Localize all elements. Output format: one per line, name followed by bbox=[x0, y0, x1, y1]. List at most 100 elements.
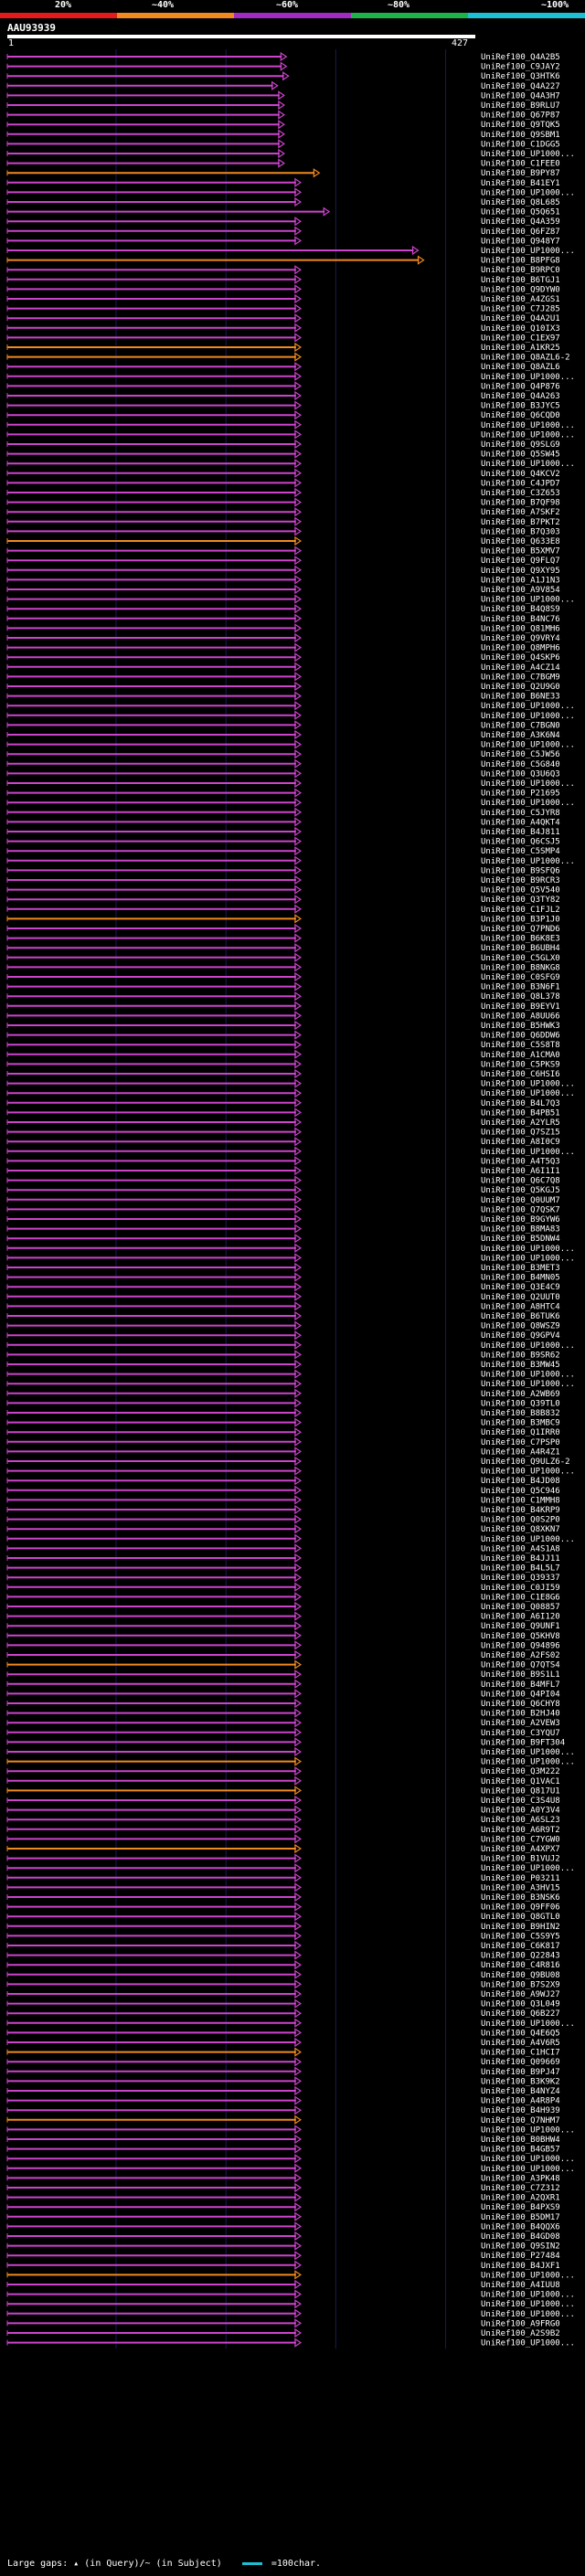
hit-label: UniRef100_Q22843 bbox=[481, 1952, 560, 1961]
hit-arrowhead bbox=[294, 1185, 302, 1195]
hit-label: UniRef100_A6SL23 bbox=[481, 1816, 560, 1825]
hit-label: UniRef100_Q5V540 bbox=[481, 886, 560, 896]
hit-arrowhead bbox=[294, 1030, 302, 1040]
hit-label: UniRef100_UP1000... bbox=[481, 2125, 575, 2135]
hit-label: UniRef100_A9V854 bbox=[481, 586, 560, 595]
hit-label: UniRef100_B7Q303 bbox=[481, 527, 560, 536]
hit-label: UniRef100_A2VEW3 bbox=[481, 1719, 560, 1728]
hit-label: UniRef100_UP1000... bbox=[481, 799, 575, 808]
hit-label: UniRef100_B3P1J0 bbox=[481, 915, 560, 924]
hit-label: UniRef100_C1EX97 bbox=[481, 334, 560, 343]
hit-arrowhead bbox=[294, 2047, 302, 2057]
hit-arrowhead bbox=[294, 2066, 302, 2076]
hit-label: UniRef100_B3MBC9 bbox=[481, 1419, 560, 1428]
hit-label: UniRef100_B8MA83 bbox=[481, 1225, 560, 1235]
hit-label: UniRef100_A4T5Q3 bbox=[481, 1157, 560, 1166]
hit-arrowhead bbox=[294, 1582, 302, 1592]
hit-label: UniRef100_B6K8E3 bbox=[481, 935, 560, 944]
hit-arrowhead bbox=[294, 594, 302, 604]
hit-arrowhead bbox=[294, 1524, 302, 1534]
hit-arrowhead bbox=[294, 701, 302, 711]
hit-label: UniRef100_B3MW45 bbox=[481, 1361, 560, 1370]
hit-arrowhead bbox=[294, 487, 302, 498]
hit-label: UniRef100_C6K817 bbox=[481, 1942, 560, 1951]
hit-arrowhead bbox=[294, 400, 302, 410]
hit-arrowhead bbox=[294, 672, 302, 682]
hit-arrowhead bbox=[294, 1514, 302, 1524]
hit-label: UniRef100_Q6C7Q8 bbox=[481, 1177, 560, 1186]
hit-arrowhead bbox=[294, 1097, 302, 1108]
hit-label: UniRef100_UP1000... bbox=[481, 779, 575, 789]
hit-arrowhead bbox=[294, 2173, 302, 2183]
hit-arrowhead bbox=[294, 1621, 302, 1631]
hit-label: UniRef100_C7PSP0 bbox=[481, 1438, 560, 1447]
hit-arrowhead bbox=[294, 1417, 302, 1427]
hit-label: UniRef100_B9S1L1 bbox=[481, 1670, 560, 1680]
hit-arrowhead bbox=[294, 952, 302, 962]
hit-label: UniRef100_P27484 bbox=[481, 2252, 560, 2261]
hit-arrowhead bbox=[294, 1979, 302, 1989]
hit-arrowhead bbox=[294, 1466, 302, 1476]
hit-arrowhead bbox=[294, 1940, 302, 1951]
hit-arrowhead bbox=[323, 207, 331, 217]
hit-label: UniRef100_B4PXS9 bbox=[481, 2203, 560, 2212]
hit-arrowhead bbox=[294, 1679, 302, 1689]
gap-legend: Large gaps: ▴ (in Query)/~ (in Subject) bbox=[7, 2559, 222, 2569]
hit-label: UniRef100_Q5SW45 bbox=[481, 451, 560, 460]
hit-arrowhead bbox=[294, 1960, 302, 1970]
hit-arrowhead bbox=[294, 1127, 302, 1137]
hit-arrowhead bbox=[294, 1737, 302, 1747]
hit-arrowhead bbox=[294, 1301, 302, 1311]
hit-arrowhead bbox=[294, 1146, 302, 1156]
hit-label: UniRef100_Q4A359 bbox=[481, 217, 560, 227]
hit-label: UniRef100_Q3HTK6 bbox=[481, 72, 560, 81]
hit-label: UniRef100_B9PY87 bbox=[481, 169, 560, 178]
hit-label: UniRef100_C0JI59 bbox=[481, 1584, 560, 1593]
hit-arrowhead bbox=[294, 284, 302, 294]
hit-label: UniRef100_UP1000... bbox=[481, 2019, 575, 2029]
hit-label: UniRef100_Q9VRY4 bbox=[481, 634, 560, 643]
hit-label: UniRef100_B4GB57 bbox=[481, 2146, 560, 2155]
scale-segment bbox=[0, 13, 117, 18]
scale-segment bbox=[351, 13, 468, 18]
hit-arrowhead bbox=[280, 61, 288, 71]
hit-label: UniRef100_B9FT304 bbox=[481, 1738, 565, 1747]
hit-arrowhead bbox=[294, 1020, 302, 1031]
hit-label: UniRef100_C5GLX0 bbox=[481, 954, 560, 963]
hit-label: UniRef100_B9SR62 bbox=[481, 1351, 560, 1360]
hit-arrowhead bbox=[294, 2337, 302, 2348]
hit-arrowhead bbox=[294, 1291, 302, 1301]
hit-arrowhead bbox=[294, 226, 302, 236]
hit-label: UniRef100_C3Z653 bbox=[481, 489, 560, 498]
hit-label: UniRef100_B6TUK6 bbox=[481, 1312, 560, 1321]
hit-label: UniRef100_B6UBH4 bbox=[481, 944, 560, 953]
hit-arrowhead bbox=[294, 1447, 302, 1457]
hit-label: UniRef100_UP1000... bbox=[481, 430, 575, 440]
hit-label: UniRef100_C5S8T8 bbox=[481, 1041, 560, 1050]
hit-arrowhead bbox=[294, 2270, 302, 2280]
hit-arrowhead bbox=[294, 449, 302, 459]
hit-label: UniRef100_Q39337 bbox=[481, 1574, 560, 1583]
hit-arrowhead bbox=[294, 836, 302, 846]
hit-label: UniRef100_Q6B227 bbox=[481, 2009, 560, 2019]
hit-arrowhead bbox=[294, 1912, 302, 1922]
hit-arrowhead bbox=[294, 1330, 302, 1341]
hit-arrowhead bbox=[294, 2154, 302, 2164]
hit-arrowhead bbox=[294, 1950, 302, 1960]
hit-arrowhead bbox=[294, 1407, 302, 1418]
hit-label: UniRef100_UP1000... bbox=[481, 1864, 575, 1873]
hit-arrowhead bbox=[294, 1272, 302, 1282]
hit-arrowhead bbox=[294, 1718, 302, 1728]
hit-label: UniRef100_B4NYZ4 bbox=[481, 2087, 560, 2096]
hit-label: UniRef100_UP1000... bbox=[481, 1089, 575, 1098]
hit-label: UniRef100_C7J285 bbox=[481, 305, 560, 314]
hit-arrowhead bbox=[294, 2163, 302, 2173]
hit-arrowhead bbox=[294, 303, 302, 313]
hit-arrowhead bbox=[294, 1969, 302, 1979]
legend-label-60: ~60% bbox=[276, 0, 299, 10]
hit-label: UniRef100_A4S1A8 bbox=[481, 1544, 560, 1553]
hit-label: UniRef100_Q9FLQ7 bbox=[481, 557, 560, 566]
hit-label: UniRef100_A4R4Z1 bbox=[481, 1447, 560, 1457]
hit-label: UniRef100_B4Q8S9 bbox=[481, 605, 560, 614]
hit-label: UniRef100_B4GD08 bbox=[481, 2232, 560, 2242]
